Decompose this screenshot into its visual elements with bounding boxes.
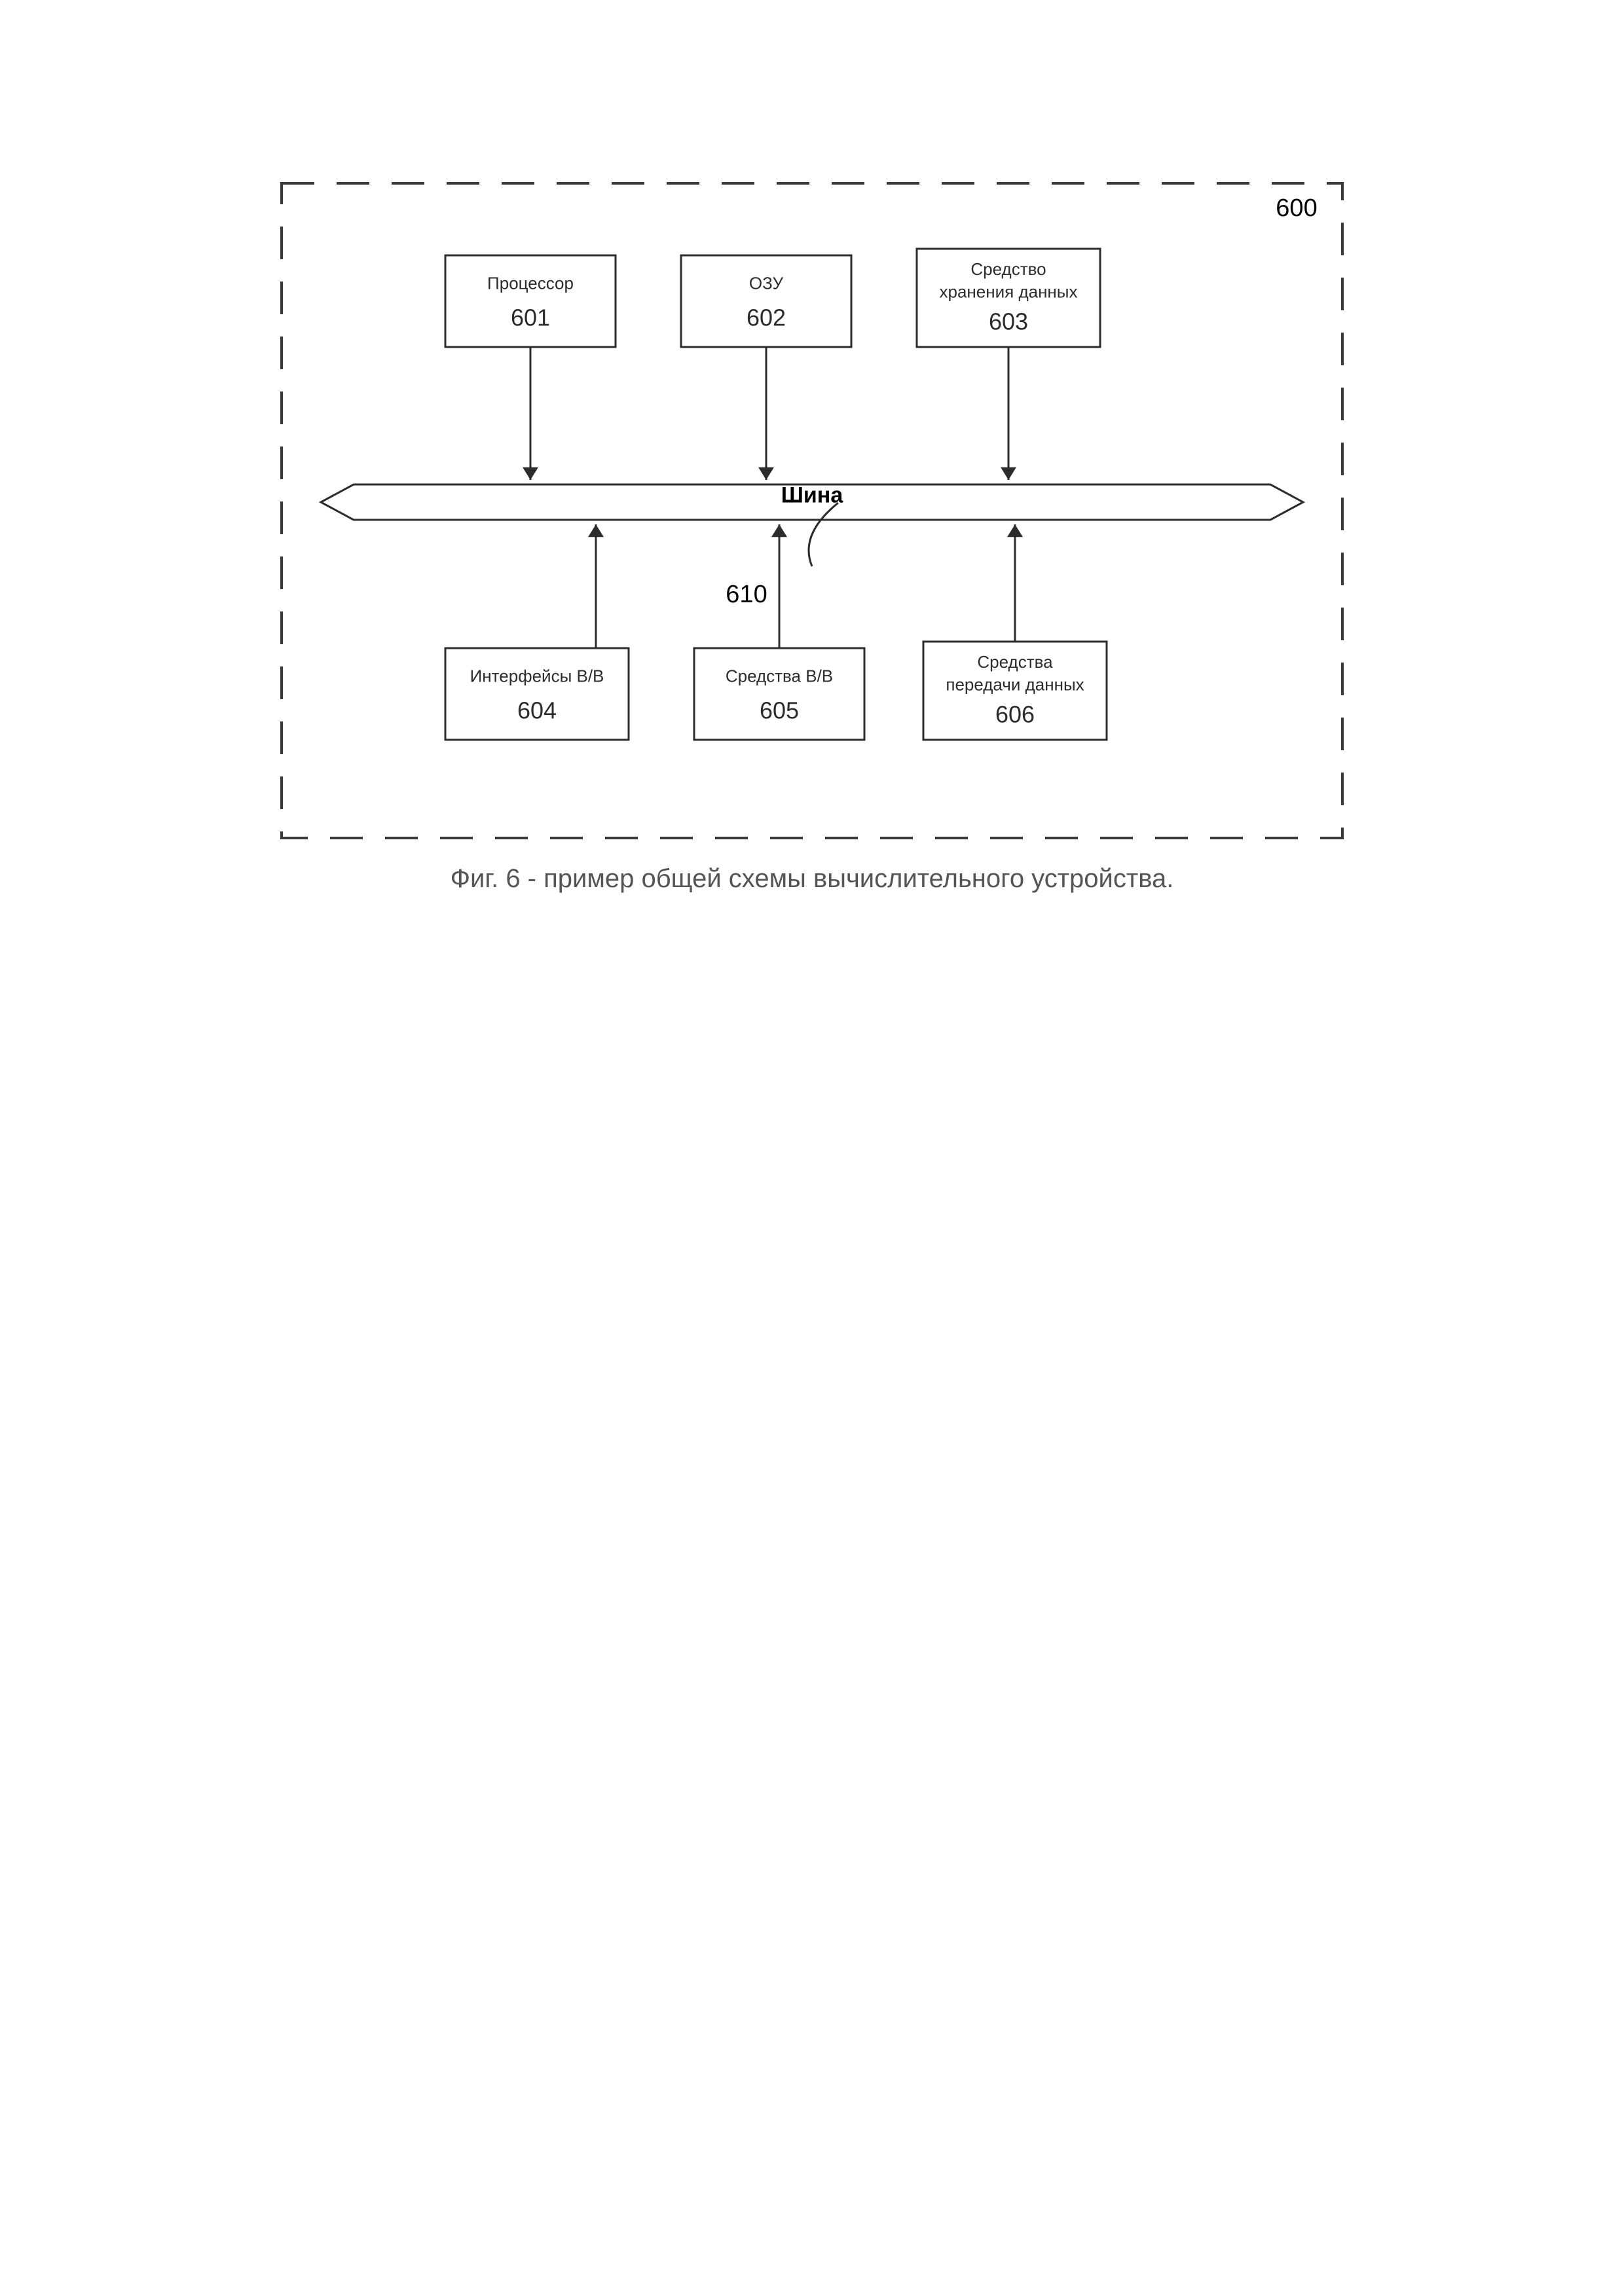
svg-text:Интерфейсы В/В: Интерфейсы В/В [470,666,604,686]
svg-text:605: 605 [760,697,799,724]
svg-text:Средство: Средство [970,259,1046,279]
svg-text:610: 610 [726,581,767,608]
svg-text:передачи данных: передачи данных [946,674,1084,694]
svg-text:хранения данных: хранения данных [940,282,1078,301]
svg-text:603: 603 [989,308,1028,335]
svg-text:602: 602 [747,304,786,331]
svg-text:Процессор: Процессор [487,274,574,293]
block-box: Процессор 601 [445,255,616,347]
block-box: Средство хранения данных 603 [917,249,1100,347]
block-box: Средства В/В 605 [694,648,864,740]
svg-text:606: 606 [995,701,1035,728]
page: 600 Шина Процессор 601 ОЗУ 602 Средство хранени… [0,0,1624,2296]
block-box: ОЗУ 602 [681,255,851,347]
svg-text:601: 601 [511,304,550,331]
figure-caption: Фиг. 6 - пример общей схемы вычислительн… [0,864,1624,894]
block-box: Средствапередачи данных 606 [923,642,1107,740]
diagram: 600 Шина Процессор 601 ОЗУ 602 Средство хранени… [275,177,1349,845]
svg-text:Средства: Средства [977,652,1053,672]
block-box: Интерфейсы В/В 604 [445,648,629,740]
svg-text:600: 600 [1276,194,1317,222]
svg-text:ОЗУ: ОЗУ [749,274,784,293]
svg-text:Средства В/В: Средства В/В [726,666,833,686]
svg-text:Шина: Шина [781,483,844,508]
svg-text:604: 604 [517,697,557,724]
